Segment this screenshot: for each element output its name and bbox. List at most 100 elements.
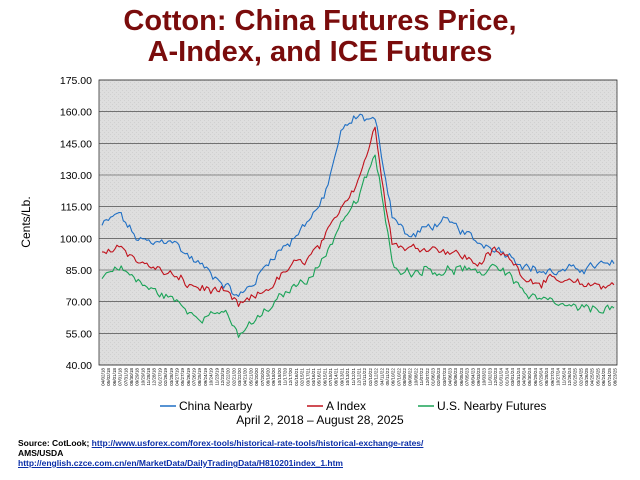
x-tick-label: 02/24/25	[578, 368, 583, 386]
series-line	[101, 113, 615, 297]
x-tick-label: 05/27/19	[180, 368, 185, 386]
x-tick-label: 07/31/18	[123, 368, 128, 386]
x-tick-label: 09/24/19	[203, 368, 208, 386]
x-tick-label: 03/26/25	[584, 368, 589, 386]
x-tick-label: 05/11/22	[385, 368, 390, 386]
source-label: Source: CotLook;	[18, 438, 92, 448]
x-tick-label: 10/08/22	[413, 368, 418, 386]
y-tick-label: 145.00	[60, 138, 92, 150]
x-tick-label: 10/18/20	[277, 368, 282, 386]
line-chart: 175.00 160.00 145.00 130.00 115.00 100.00 85.0…	[19, 75, 618, 413]
x-tick-label: 08/19/20	[265, 368, 270, 386]
x-tick-label: 03/17/21	[305, 368, 310, 386]
date-range-subtitle: April 2, 2018 – August 28, 2025	[236, 413, 404, 427]
x-tick-label: 04/16/21	[311, 368, 316, 386]
source-link-usforex[interactable]: http://www.usforex.com/forex-tools/histo…	[91, 438, 424, 448]
title-line-1: Cotton: China Futures Price,	[123, 5, 517, 37]
x-tick-label: 03/22/20	[237, 368, 242, 386]
x-tick-label: 03/07/23	[442, 368, 447, 386]
x-tick-label: 06/26/19	[186, 368, 191, 386]
source-ams-usda: AMS/USDA	[18, 448, 64, 458]
x-tick-label: 02/15/21	[300, 368, 305, 386]
x-tick-label: 12/23/19	[220, 368, 225, 386]
series-lines	[101, 113, 615, 338]
y-tick-label: 55.00	[66, 328, 92, 340]
x-tick-label: 07/29/24	[539, 368, 544, 386]
x-tick-label: 08/30/18	[129, 368, 134, 386]
x-tick-label: 12/17/20	[288, 368, 293, 386]
x-tick-label: 05/16/21	[317, 368, 322, 386]
x-tick-label: 06/24/25	[601, 368, 606, 386]
x-tick-label: 08/09/22	[402, 368, 407, 386]
x-tick-label: 04/25/25	[590, 368, 595, 386]
x-tick-label: 09/27/24	[550, 368, 555, 386]
source-link-czce[interactable]: http://english.czce.com.cn/en/MarketData…	[18, 458, 343, 468]
source-note: Source: CotLook; http://www.usforex.com/…	[18, 438, 628, 468]
x-tick-label: 08/28/24	[544, 368, 549, 386]
x-tick-label: 11/07/22	[419, 368, 424, 386]
x-tick-label: 05/21/20	[248, 368, 253, 386]
x-tick-label: 02/10/22	[368, 368, 373, 386]
x-tick-label: 02/05/23	[436, 368, 441, 386]
x-tick-label: 06/05/23	[459, 368, 464, 386]
x-tick-label: 01/31/24	[504, 368, 509, 386]
title-line-2: A-Index, and ICE Futures	[147, 36, 493, 68]
legend-label: China Nearby	[179, 399, 252, 413]
x-tick-label: 07/26/19	[192, 368, 197, 386]
x-tick-label: 06/10/22	[391, 368, 396, 386]
x-tick-label: 04/06/23	[448, 368, 453, 386]
y-tick-label: 40.00	[66, 360, 92, 372]
x-tick-label: 07/20/20	[260, 368, 265, 386]
x-tick-label: 04/21/20	[243, 368, 248, 386]
x-tick-label: 02/26/19	[163, 368, 168, 386]
x-tick-label: 01/22/20	[226, 368, 231, 386]
x-tick-label: 05/30/24	[527, 368, 532, 386]
x-tick-label: 02/21/20	[231, 368, 236, 386]
x-tick-label: 04/27/19	[174, 368, 179, 386]
x-tick-label: 10/29/18	[140, 368, 145, 386]
x-tick-label: 08/14/21	[334, 368, 339, 386]
x-tick-label: 11/23/19	[214, 368, 219, 386]
x-tick-label: 05/02/18	[106, 368, 111, 386]
x-axis-ticks: 04/02/18 05/02/18 06/01/18 07/01/18 07/31/18…	[101, 368, 618, 386]
x-tick-label: 01/06/23	[430, 368, 435, 386]
x-tick-label: 11/02/23	[487, 368, 492, 386]
y-axis-label: Cents/Lb.	[19, 196, 33, 247]
y-tick-label: 160.00	[60, 107, 92, 119]
x-tick-label: 04/30/24	[521, 368, 526, 386]
y-tick-label: 175.00	[60, 75, 92, 87]
x-tick-label: 12/28/18	[152, 368, 157, 386]
x-tick-label: 08/04/23	[470, 368, 475, 386]
x-tick-label: 07/15/21	[328, 368, 333, 386]
x-tick-label: 01/25/25	[573, 368, 578, 386]
x-tick-label: 10/03/23	[482, 368, 487, 386]
x-tick-label: 08/23/25	[613, 368, 618, 386]
plot-area	[98, 79, 618, 366]
x-tick-label: 03/12/22	[374, 368, 379, 386]
series-line	[101, 154, 615, 338]
x-tick-label: 09/13/21	[339, 368, 344, 386]
y-tick-label: 100.00	[60, 233, 92, 245]
x-tick-label: 11/26/24	[561, 368, 566, 386]
x-tick-label: 01/11/22	[362, 368, 367, 386]
x-tick-label: 11/17/20	[283, 368, 288, 386]
x-tick-label: 04/02/18	[101, 368, 106, 386]
x-tick-label: 10/24/19	[209, 368, 214, 386]
x-tick-label: 03/01/24	[510, 368, 515, 386]
x-tick-label: 01/01/24	[499, 368, 504, 386]
x-tick-label: 06/20/20	[254, 368, 259, 386]
y-tick-label: 130.00	[60, 170, 92, 182]
x-tick-label: 10/13/21	[345, 368, 350, 386]
x-tick-label: 12/02/23	[493, 368, 498, 386]
y-tick-label: 70.00	[66, 297, 92, 309]
x-tick-label: 09/29/18	[135, 368, 140, 386]
x-tick-label: 07/10/22	[396, 368, 401, 386]
x-tick-label: 12/12/21	[357, 368, 362, 386]
x-tick-label: 01/16/21	[294, 368, 299, 386]
x-tick-label: 11/12/21	[351, 368, 356, 386]
chart-title: Cotton: China Futures Price, A-Index, an…	[0, 6, 640, 68]
y-tick-label: 115.00	[61, 202, 92, 214]
x-tick-label: 12/26/24	[567, 368, 572, 386]
x-tick-label: 09/03/23	[476, 368, 481, 386]
x-tick-label: 07/24/25	[607, 368, 612, 386]
